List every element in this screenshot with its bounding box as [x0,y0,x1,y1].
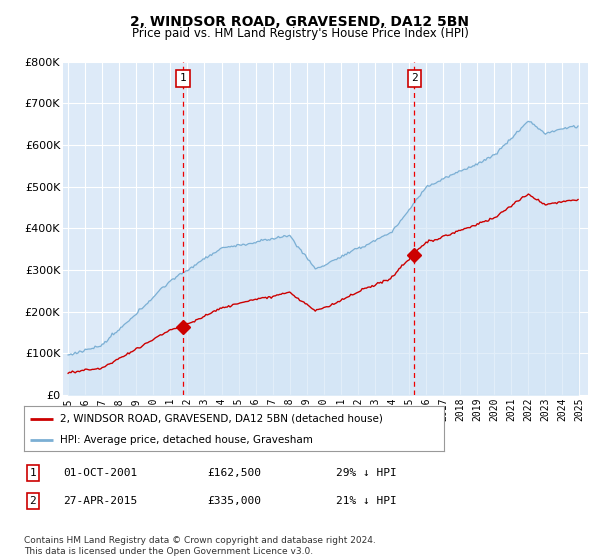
Text: 27-APR-2015: 27-APR-2015 [63,496,137,506]
Text: 2: 2 [411,73,418,83]
Text: £335,000: £335,000 [207,496,261,506]
Text: 01-OCT-2001: 01-OCT-2001 [63,468,137,478]
Text: £162,500: £162,500 [207,468,261,478]
Text: 1: 1 [180,73,187,83]
Text: 1: 1 [29,468,37,478]
Text: Contains HM Land Registry data © Crown copyright and database right 2024.
This d: Contains HM Land Registry data © Crown c… [24,536,376,556]
Text: HPI: Average price, detached house, Gravesham: HPI: Average price, detached house, Grav… [60,435,313,445]
Text: 2: 2 [29,496,37,506]
Text: 29% ↓ HPI: 29% ↓ HPI [336,468,397,478]
Text: 2, WINDSOR ROAD, GRAVESEND, DA12 5BN: 2, WINDSOR ROAD, GRAVESEND, DA12 5BN [131,15,470,29]
Text: 2, WINDSOR ROAD, GRAVESEND, DA12 5BN (detached house): 2, WINDSOR ROAD, GRAVESEND, DA12 5BN (de… [60,413,383,423]
Text: Price paid vs. HM Land Registry's House Price Index (HPI): Price paid vs. HM Land Registry's House … [131,27,469,40]
Text: 21% ↓ HPI: 21% ↓ HPI [336,496,397,506]
